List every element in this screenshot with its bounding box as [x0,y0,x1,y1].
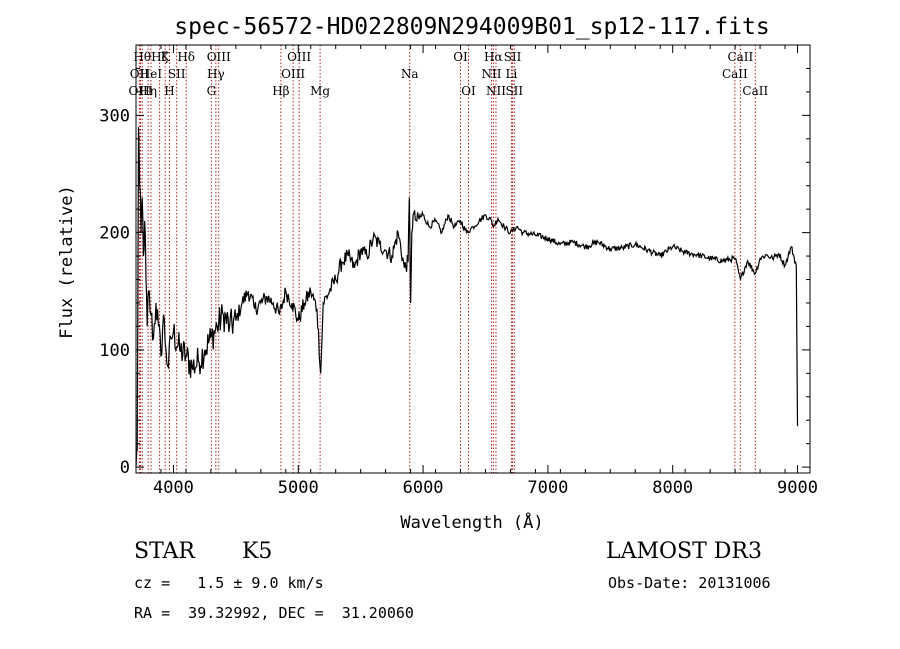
marker-label: K [161,50,171,64]
x-tick-label: 9000 [777,478,818,498]
marker-label: CaII [742,84,768,98]
marker-label: OIII [281,67,305,81]
marker-label: OIII [207,50,231,64]
marker-label: G [207,84,217,98]
redshift-readout: cz = 1.5 ± 9.0 km/s [134,574,324,592]
marker-label: OI [461,84,476,98]
x-tick-label: 4000 [153,478,194,498]
marker-label: NII [481,67,501,81]
y-tick-label: 200 [99,224,130,244]
marker-label: Hθ [133,50,151,64]
object-subclass: K5 [242,539,273,564]
x-tick-label: 8000 [652,478,693,498]
marker-label: Hγ [207,67,225,81]
plot-frame [135,44,811,474]
x-axis-label: Wavelength (Å) [400,511,543,533]
spectral-line-markers [138,45,756,473]
marker-label: NII [486,84,506,98]
marker-label: Hζ [151,50,168,64]
spectrum-line [135,127,799,468]
survey-name: LAMOST DR3 [606,539,762,564]
spectral-line-labels: OII OIII Hθ Hη HeI HζK H SII Hδ G Hγ OIII Hβ OIII OIII… [128,50,768,98]
x-tick-label: 7000 [527,478,568,498]
marker-label: OI [453,50,468,64]
object-class: STAR [134,539,195,564]
marker-label: OIII [287,50,311,64]
marker-label: SII [168,67,186,81]
x-tick-label: 5000 [278,478,319,498]
marker-label: SII [504,50,522,64]
marker-label: Hα [484,50,503,64]
marker-label: CaII [727,50,753,64]
y-tick-label: 100 [99,341,130,361]
marker-label: Hβ [272,84,289,98]
y-axis-label: Flux (relative) [57,185,77,339]
y-tick-label: 0 [120,458,130,478]
marker-label: SII [505,84,523,98]
marker-label: OII [130,67,150,81]
marker-label: Hδ [177,50,195,64]
y-axis-ticks: 0 100 200 300 [99,67,810,478]
marker-label: Li [506,67,518,81]
marker-label: H [164,84,174,98]
x-tick-label: 6000 [403,478,444,498]
marker-label: Hη [139,84,157,98]
marker-label: HeI [140,67,163,81]
marker-label: Na [401,67,419,81]
marker-label: CaII [722,67,748,81]
coordinates-readout: RA = 39.32992, DEC = 31.20060 [134,604,414,622]
marker-label: Mg [310,84,330,98]
x-axis-ticks: 4000 5000 6000 7000 8000 9000 [135,45,818,498]
chart-title: spec-56572-HD022809N294009B01_sp12-117.f… [174,14,769,40]
marker-label: OIII [128,84,152,98]
y-tick-label: 300 [99,106,130,126]
observation-date: Obs-Date: 20131006 [608,574,771,592]
